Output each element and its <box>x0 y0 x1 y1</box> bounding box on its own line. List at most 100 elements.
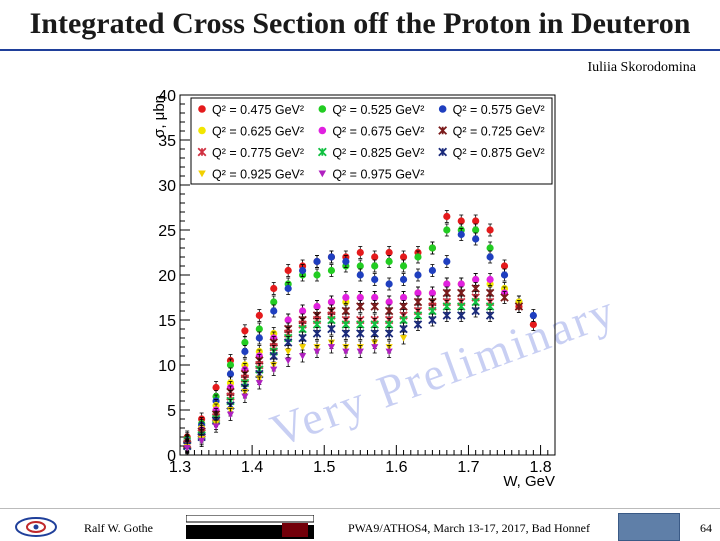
data-point <box>255 325 263 333</box>
legend-label: Q² = 0.525 GeV² <box>332 103 424 117</box>
data-point <box>183 444 191 452</box>
legend-marker <box>197 147 207 157</box>
data-point <box>414 289 422 297</box>
data-point <box>385 298 393 306</box>
data-point <box>327 298 336 306</box>
axes-layer: 0 5 10 15 20 25 30 35 40 1.3 1.4 1.5 1.6 1.7 1.8W, GeV… <box>151 88 556 490</box>
data-point <box>312 320 322 329</box>
data-point <box>443 280 451 288</box>
y-tick-label: 5 <box>167 403 176 420</box>
data-point <box>356 348 364 356</box>
title-underline <box>0 49 720 51</box>
data-point <box>414 271 422 279</box>
y-tick-label: 40 <box>158 88 176 105</box>
x-tick-label: 1.3 <box>169 459 191 476</box>
data-point <box>457 311 466 320</box>
data-point <box>442 302 452 311</box>
y-tick-label: 10 <box>158 358 176 375</box>
legend-marker <box>438 147 448 157</box>
y-tick-label: 30 <box>158 178 176 195</box>
legend-marker <box>318 126 327 135</box>
data-point <box>241 393 249 401</box>
data-point <box>313 302 321 311</box>
data-point <box>443 212 451 221</box>
data-point <box>529 320 537 329</box>
data-point <box>298 344 307 351</box>
data-point <box>327 266 336 275</box>
series-group <box>183 340 393 455</box>
data-point <box>356 302 365 311</box>
data-point <box>442 311 452 320</box>
data-point <box>399 253 408 261</box>
page-number: 64 <box>700 521 712 535</box>
author-name: Iuliia Skorodomina <box>587 60 697 75</box>
data-point <box>486 253 494 261</box>
data-point <box>327 324 336 334</box>
data-point <box>342 293 350 302</box>
data-point <box>399 335 408 342</box>
legend-label: Q² = 0.875 GeV² <box>453 146 545 160</box>
data-point <box>485 302 495 311</box>
data-point <box>255 380 263 387</box>
data-point <box>255 334 263 342</box>
x-tick-label: 1.6 <box>385 459 407 476</box>
data-point <box>413 297 423 307</box>
data-point <box>385 348 393 356</box>
data-point <box>370 329 379 338</box>
data-point <box>356 329 365 338</box>
data-point <box>341 329 351 338</box>
legend-marker <box>198 105 206 113</box>
data-point <box>485 288 495 298</box>
data-point <box>283 338 293 347</box>
data-point <box>298 353 307 360</box>
data-point <box>284 284 292 293</box>
data-point <box>298 333 307 343</box>
data-point <box>312 329 322 338</box>
data-point <box>371 275 379 284</box>
data-point <box>313 257 321 266</box>
legend-marker <box>198 126 206 135</box>
data-point <box>371 253 379 261</box>
conference-logo <box>618 513 680 541</box>
data-point <box>370 302 379 311</box>
data-point <box>270 298 278 306</box>
data-point <box>486 275 494 284</box>
y-tick-label: 25 <box>158 223 176 240</box>
x-axis-label: W, GeV <box>503 473 555 490</box>
legend-marker <box>318 105 327 113</box>
data-point <box>471 297 480 307</box>
data-point <box>327 253 336 261</box>
data-point <box>298 307 307 315</box>
legend-label: Q² = 0.775 GeV² <box>212 146 304 160</box>
slide-title: Integrated Cross Section off the Proton … <box>29 7 691 40</box>
data-point <box>428 306 437 316</box>
data-point <box>428 315 437 325</box>
y-axis-label: σ, μbn <box>151 95 168 138</box>
data-point <box>212 383 220 392</box>
legend-layer: Q² = 0.475 GeV² Q² = 0.525 GeV² Q² = 0.575… <box>190 97 553 185</box>
data-point <box>457 230 465 239</box>
data-point <box>514 302 524 311</box>
data-point <box>370 320 379 329</box>
legend-label: Q² = 0.975 GeV² <box>332 168 424 182</box>
data-point <box>384 320 394 329</box>
data-point <box>472 217 480 225</box>
data-point <box>327 315 336 325</box>
legend-label: Q² = 0.625 GeV² <box>212 125 304 139</box>
data-point <box>428 244 437 252</box>
data-point <box>356 248 364 257</box>
data-point <box>399 293 408 302</box>
data-point <box>284 357 292 365</box>
data-point <box>385 257 393 266</box>
data-point <box>413 311 423 320</box>
data-point <box>471 284 480 293</box>
data-point <box>342 348 350 356</box>
clas-logo <box>15 517 57 537</box>
data-point <box>298 266 307 275</box>
data-point <box>226 361 235 369</box>
legend-label: Q² = 0.725 GeV² <box>453 125 545 139</box>
legend-marker <box>438 126 448 135</box>
x-tick-label: 1.7 <box>457 459 479 476</box>
data-point <box>529 311 537 320</box>
data-point <box>457 302 466 311</box>
